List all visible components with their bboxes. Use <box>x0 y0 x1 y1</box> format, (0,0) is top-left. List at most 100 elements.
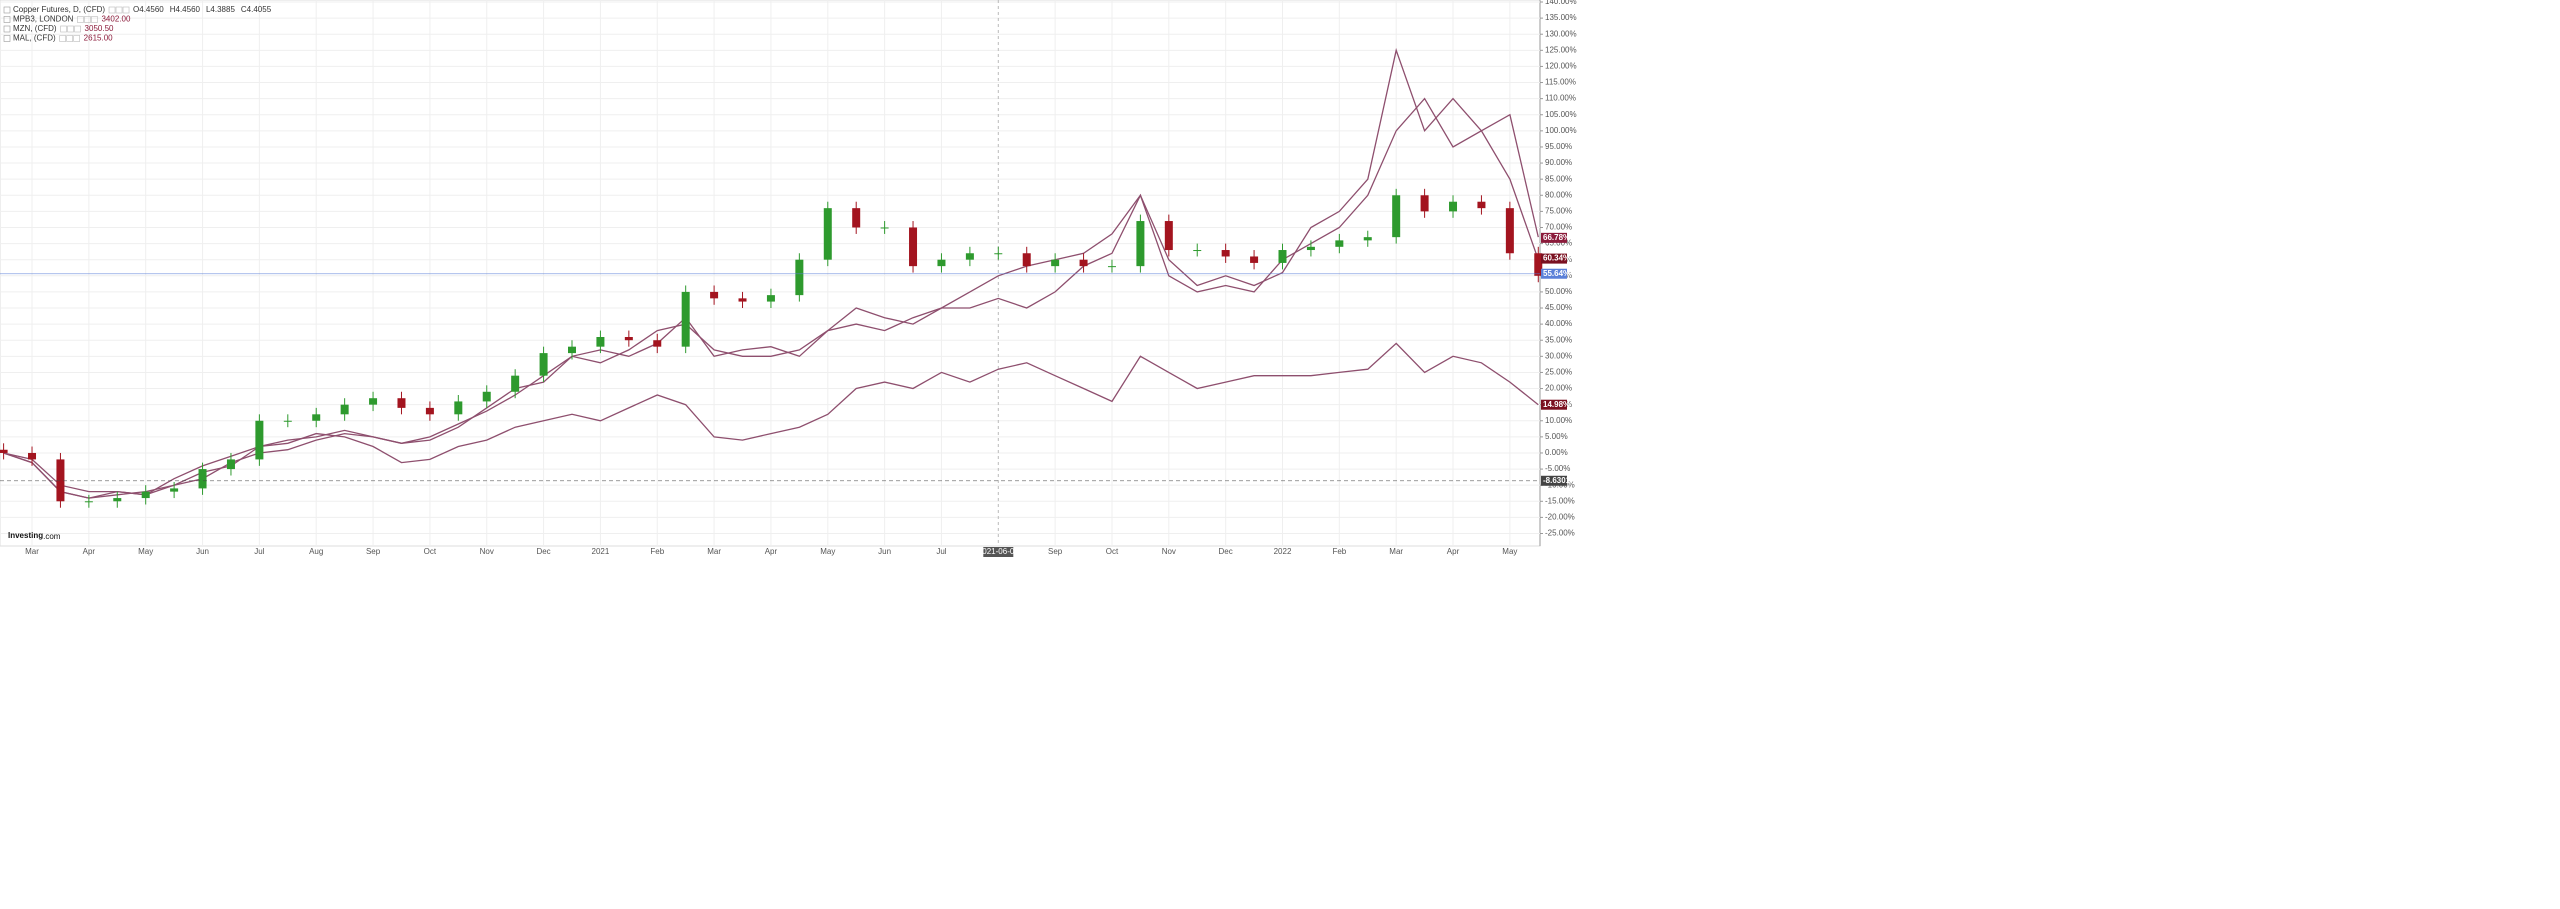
candle-body <box>1477 201 1486 209</box>
y-tick-label: 70.00% <box>1545 223 1572 232</box>
legend-button[interactable] <box>115 6 123 14</box>
price-tag <box>1541 268 1567 279</box>
x-tick-label: Jul <box>254 547 264 556</box>
y-tick-label: 140.00% <box>1545 0 1577 6</box>
legend-stat: 3402.00 <box>101 15 130 24</box>
y-tick-label: -20.00% <box>1545 513 1575 522</box>
y-tick-label: 80.00% <box>1545 190 1572 199</box>
legend-toggle[interactable] <box>3 25 11 33</box>
x-tick-label: Oct <box>424 547 437 556</box>
legend-button[interactable] <box>122 6 130 14</box>
candle-body <box>454 401 463 415</box>
legend-stat: 2615.00 <box>84 34 113 43</box>
legend-button[interactable] <box>77 16 84 23</box>
legend-button[interactable] <box>73 35 80 42</box>
candle-body <box>255 420 264 460</box>
price-tag-label: 60.34% <box>1543 254 1570 263</box>
candle-body <box>1306 246 1315 251</box>
x-tick-label: Feb <box>650 547 664 556</box>
legend-button[interactable] <box>67 25 74 33</box>
candle-body <box>84 501 93 503</box>
candle-body <box>226 459 235 470</box>
x-tick-label: Nov <box>1162 547 1176 556</box>
candle-body <box>596 337 605 347</box>
candle-body <box>312 414 321 421</box>
candle-body <box>1392 195 1401 238</box>
y-tick-label: -25.00% <box>1545 529 1575 538</box>
y-tick-label: 100.00% <box>1545 126 1577 135</box>
y-tick-label: 110.00% <box>1545 94 1576 103</box>
legend-button[interactable] <box>60 25 67 33</box>
y-tick-label: 20.00% <box>1545 384 1572 393</box>
x-tick-label: Feb <box>1332 547 1346 556</box>
candle-body <box>1505 208 1514 254</box>
legend-toggle[interactable] <box>3 35 11 42</box>
candle-body <box>482 391 491 402</box>
candle-body <box>1136 221 1145 267</box>
x-tick-label: Oct <box>1106 547 1119 556</box>
x-tick-label: Apr <box>83 547 96 556</box>
legend-button[interactable] <box>74 25 81 33</box>
y-tick-label: 30.00% <box>1545 351 1572 360</box>
candle-body <box>283 420 292 422</box>
candle-body <box>909 227 918 267</box>
x-tick-label: Aug <box>309 547 323 556</box>
legend-toggle[interactable] <box>3 16 11 23</box>
candle-body <box>1051 259 1060 267</box>
price-tag-label: -8.6301 <box>1543 476 1571 485</box>
x-tick-label: Nov <box>480 547 494 556</box>
y-tick-label: 90.00% <box>1545 158 1572 167</box>
candle-body <box>1449 201 1458 212</box>
x-tick-label: Apr <box>765 547 778 556</box>
y-tick-label: 120.00% <box>1545 62 1577 71</box>
candle-body <box>1278 250 1287 263</box>
x-tick-label: Apr <box>1447 547 1460 556</box>
legend-button[interactable] <box>59 35 66 42</box>
x-tick-label: Jul <box>936 547 946 556</box>
candle-body <box>738 298 747 302</box>
candle-body <box>28 452 37 460</box>
candle-body <box>141 491 150 499</box>
legend-stat: O4.4560 <box>133 5 164 14</box>
candle-body <box>937 259 946 267</box>
price-tag <box>1541 475 1567 486</box>
candle-body <box>0 449 8 453</box>
y-tick-label: 5.00% <box>1545 432 1568 441</box>
legend-stat: H4.4560 <box>170 5 201 14</box>
legend-stat: L4.3885 <box>206 5 235 14</box>
x-tick-label: May <box>138 547 153 556</box>
y-tick-label: 85.00% <box>1545 174 1572 183</box>
legend-button[interactable] <box>108 6 116 14</box>
price-tag-label: 55.64% <box>1543 269 1570 278</box>
legend-stat: 3050.50 <box>85 24 114 33</box>
legend-name: Copper Futures, D, (CFD) <box>13 5 105 14</box>
y-tick-label: 135.00% <box>1545 13 1577 22</box>
price-tag-label: 14.98% <box>1543 400 1570 409</box>
y-tick-label: -15.00% <box>1545 496 1575 505</box>
x-tick-label: Mar <box>1389 547 1403 556</box>
candle-body <box>766 295 775 302</box>
crosshair-label: 2021-06-02 <box>978 547 1019 556</box>
candle-body <box>880 227 889 229</box>
candle-body <box>1534 253 1543 276</box>
y-tick-label: 65.00% <box>1545 239 1572 248</box>
candle-body <box>369 398 378 405</box>
candle-body <box>965 253 974 260</box>
x-tick-label: Jun <box>196 547 209 556</box>
y-tick-label: 115.00% <box>1545 78 1576 87</box>
candle-body <box>425 407 434 415</box>
legend-button[interactable] <box>84 16 91 23</box>
legend-button[interactable] <box>91 16 98 23</box>
candle-body <box>539 353 548 376</box>
legend-button[interactable] <box>66 35 73 42</box>
candle-body <box>113 498 122 502</box>
legend-toggle[interactable] <box>3 6 11 14</box>
y-tick-label: 130.00% <box>1545 29 1577 38</box>
brand-suffix: .com <box>43 532 61 541</box>
candle-body <box>1022 253 1031 267</box>
y-tick-label: -5.00% <box>1545 464 1570 473</box>
candle-body <box>1193 250 1202 252</box>
x-tick-label: Dec <box>536 547 550 556</box>
x-tick-label: May <box>1502 547 1517 556</box>
